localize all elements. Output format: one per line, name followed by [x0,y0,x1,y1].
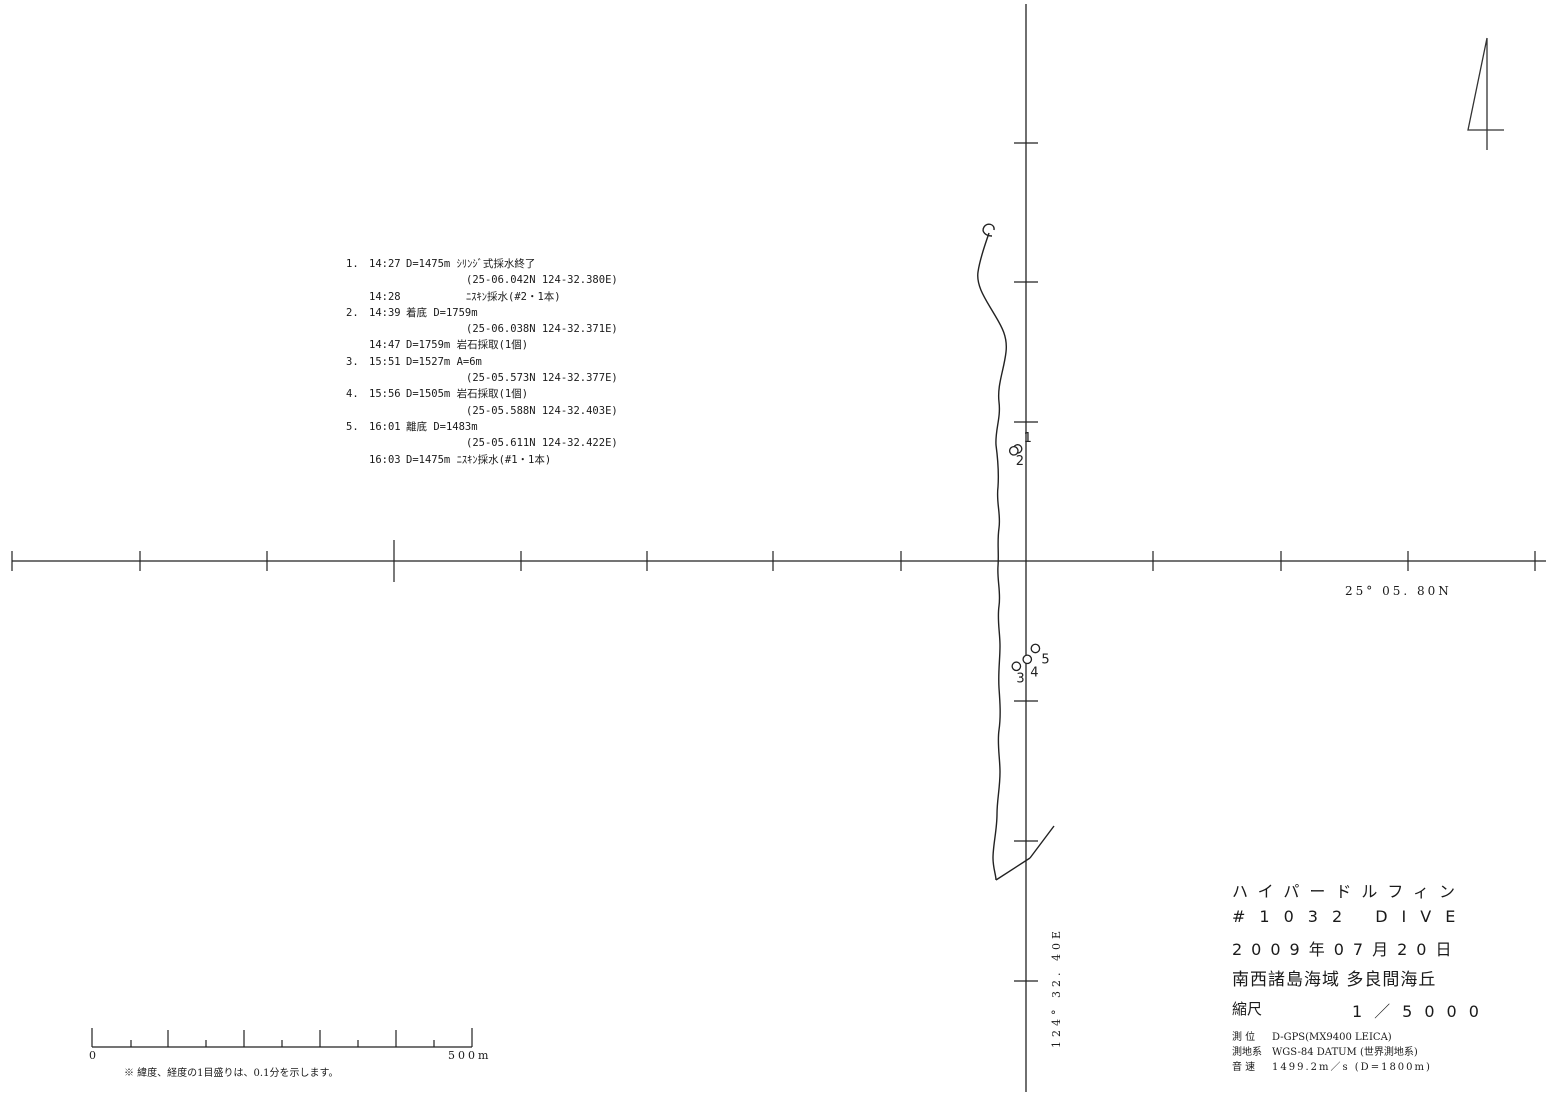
log-text: D=1505m 岩石採取(1個) [406,388,529,401]
log-coordinates: (25-06.038N 124-32.371E) [466,323,618,336]
survey-metadata: 測 位 D-GPS(MX9400 LEICA) 測地系 WGS-84 DATUM (… [1232,1030,1432,1075]
dive-date: 2009年07月20日 [1232,940,1461,959]
track-4-5 [1029,825,1055,859]
log-time: 16:01 [369,420,401,433]
log-coordinates: (25-06.042N 124-32.380E) [466,274,618,287]
meta-row: 測地系 WGS-84 DATUM (世界測地系) [1232,1047,1418,1058]
track-start-loop [982,223,995,237]
dive-number: #1032 DIVE [1232,907,1470,926]
scale-ratio: 1／5000 [1352,1002,1491,1021]
log-time: 14:39 [369,306,401,319]
log-text: D=1475m ｼﾘﾝｼﾞ式採水終了 [406,258,536,270]
log-coordinates: (25-05.573N 124-32.377E) [466,372,618,385]
dive-point-3 [1011,661,1022,672]
axis-ticks [11,142,1536,982]
log-text: 離底 D=1483m [406,420,478,433]
log-time: 16:03 [369,453,401,466]
log-number: 5. [346,420,359,433]
log-text: 着底 D=1759m [406,306,478,319]
dive-point-label-3: 3 [1016,671,1024,686]
log-coordinates: (25-05.588N 124-32.403E) [466,404,618,417]
log-time: 14:27 [369,258,401,270]
log-time: 15:56 [369,388,401,401]
log-time: 14:28 [369,290,401,303]
log-text: D=1527m A=6m [406,355,482,368]
log-coordinates: (25-05.611N 124-32.422E) [466,437,618,450]
scale-start-label: 0 [89,1049,96,1062]
log-number: 3. [346,355,359,368]
longitude-label: 124° 32. 40E [1050,926,1063,1048]
track-3-4 [995,857,1031,881]
latitude-label: 25° 05. 80N [1345,584,1452,598]
dive-point-label-4: 4 [1030,665,1038,680]
dive-point-2 [1008,445,1019,456]
dive-point-label-2: 2 [1016,454,1024,469]
dive-point-label-1: 1 [1024,431,1032,446]
log-time: 15:51 [369,355,401,368]
page-number-glyph [1467,37,1504,150]
scale-title: 縮尺 [1232,1000,1263,1018]
log-text: D=1759m 岩石採取(1個) [406,339,529,352]
log-text: ﾆｽｷﾝ採水(#2・1本) [466,290,561,303]
footnote: ※ 緯度、経度の1目盛りは、0.1分を示します。 [124,1068,339,1079]
log-number: 1. [346,258,359,270]
dive-area: 南西諸島海域 多良間海丘 [1232,970,1437,990]
log-number: 2. [346,306,359,319]
dive-point-label-5: 5 [1041,652,1049,667]
scale-bar [91,1028,473,1048]
log-time: 14:47 [369,339,401,352]
meta-row: 測 位 D-GPS(MX9400 LEICA) [1232,1032,1392,1043]
longitude-label-box: 124° 32. 40E [1048,926,1064,1048]
meta-row: 音 速 1499.2m／s (D=1800m) [1232,1062,1432,1073]
log-text: D=1475m ﾆｽｷﾝ採水(#1・1本) [406,453,552,466]
dive-point-5 [1030,643,1041,654]
scale-end-label: 500m [448,1049,492,1062]
log-number: 4. [346,388,359,401]
dive-point-4 [1022,654,1033,665]
vessel-name: ハイパードルフィン [1232,882,1466,901]
dive-track-line [977,232,1008,881]
